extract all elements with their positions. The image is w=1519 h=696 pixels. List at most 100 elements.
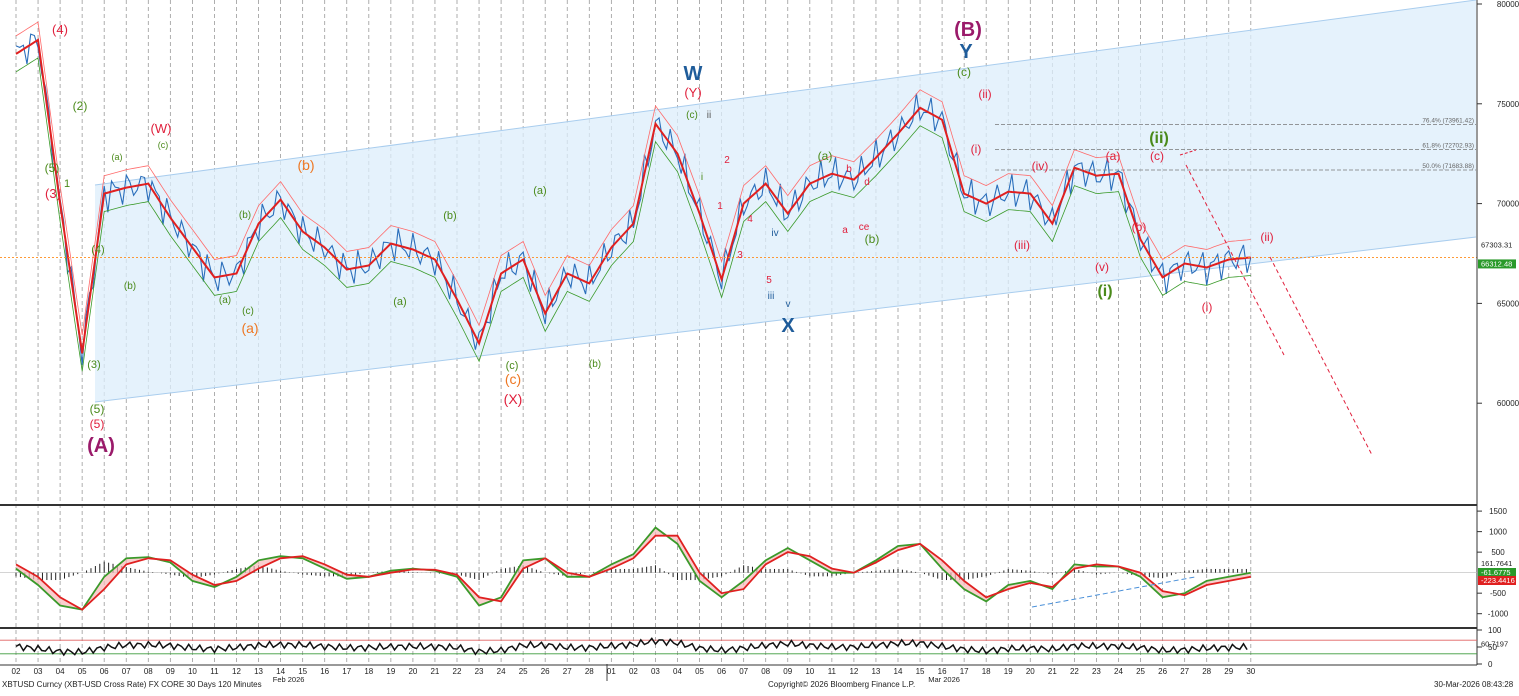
- channel-fill: [95, 0, 1476, 402]
- wave-label: (c): [686, 110, 698, 121]
- x-tick-label: 12: [232, 667, 241, 676]
- price-tag-low: 66312.48: [1481, 259, 1512, 268]
- x-tick-label: 10: [805, 667, 814, 676]
- x-tick-label: 21: [430, 667, 439, 676]
- wave-label: W: [684, 63, 703, 85]
- x-month-label: Mar 2026: [928, 675, 960, 684]
- rsi-y-tick-label: 50: [1488, 643, 1497, 652]
- wave-label: 3: [737, 250, 743, 261]
- moving-average-red: [15, 38, 1251, 354]
- wave-label: (a): [1106, 149, 1121, 163]
- x-tick-label: 12: [849, 667, 858, 676]
- y-tick-label: 70000: [1497, 200, 1519, 209]
- wave-label: (b): [865, 232, 880, 246]
- x-tick-label: 19: [1004, 667, 1013, 676]
- x-tick-label: 05: [695, 667, 704, 676]
- macd-panel: 1500 1000 500 -500 -1000 161.7641-61.6775-223…: [0, 507, 1516, 619]
- wave-label: (ii): [1260, 230, 1273, 244]
- x-tick-label: 29: [1224, 667, 1233, 676]
- projection-arrow: [1269, 256, 1373, 456]
- x-tick-label: 23: [1092, 667, 1101, 676]
- wave-label: (c): [1150, 149, 1164, 163]
- x-tick-label: 02: [12, 667, 21, 676]
- wave-label: (b): [124, 281, 136, 292]
- lower-band-line: [15, 57, 1251, 372]
- wave-label: Y: [959, 41, 973, 63]
- wave-label: (A): [87, 435, 115, 457]
- wave-label: (c): [505, 371, 521, 387]
- wave-label: i: [701, 172, 703, 183]
- footer-security-description: XBTUSD Curncy (XBT-USD Cross Rate) FX CO…: [2, 680, 262, 689]
- fib-level-label: 50.0% (71683.88): [1422, 163, 1474, 170]
- x-tick-label: 14: [894, 667, 903, 676]
- wave-label: (B): [954, 19, 982, 41]
- wave-label: X: [781, 315, 795, 337]
- x-tick-label: 10: [188, 667, 197, 676]
- x-tick-label: 07: [739, 667, 748, 676]
- x-tick-label: 14: [276, 667, 285, 676]
- wave-label: (a): [112, 152, 123, 162]
- wave-label: iii: [768, 291, 775, 302]
- wave-label: (b): [443, 210, 456, 222]
- x-tick-label: 20: [1026, 667, 1035, 676]
- x-tick-label: 04: [673, 667, 682, 676]
- projection-arrow: [1185, 164, 1285, 356]
- x-tick-label: 16: [938, 667, 947, 676]
- macd-y-tick-label: 1500: [1489, 507, 1507, 516]
- macd-y-tick-label: 500: [1491, 548, 1505, 557]
- wave-label: (iii): [1014, 238, 1030, 252]
- x-tick-label: 24: [497, 667, 506, 676]
- x-tick-label: 16: [320, 667, 329, 676]
- projection-arrow: [1179, 149, 1197, 156]
- x-tick-label: 20: [408, 667, 417, 676]
- y-tick-label: 80000: [1497, 0, 1519, 9]
- macd-y-tick-label: -500: [1490, 589, 1507, 598]
- wave-label: (3): [45, 186, 61, 201]
- wave-label: (b): [1132, 220, 1147, 234]
- x-tick-label: 07: [122, 667, 131, 676]
- x-tick-label: 17: [960, 667, 969, 676]
- x-tick-label: 27: [563, 667, 572, 676]
- wave-label: (a): [393, 296, 406, 308]
- x-tick-label: 23: [475, 667, 484, 676]
- rsi-panel: 100 50 0 60.7197: [0, 626, 1508, 669]
- wave-label: iv: [771, 228, 778, 239]
- x-tick-label: 08: [144, 667, 153, 676]
- x-tick-label: 28: [585, 667, 594, 676]
- x-tick-label: 06: [717, 667, 726, 676]
- x-tick-label: 18: [982, 667, 991, 676]
- wave-label: (c): [242, 306, 254, 317]
- rsi-y-tick-label: 0: [1488, 660, 1493, 669]
- x-tick-label: 08: [761, 667, 770, 676]
- wave-label: v: [786, 299, 791, 310]
- wave-label: (4): [52, 22, 68, 37]
- macd-y-tick-label: -1000: [1488, 610, 1509, 619]
- wave-label: (iv): [1032, 159, 1049, 173]
- x-tick-label: 26: [541, 667, 550, 676]
- wave-label: 4: [747, 214, 753, 225]
- wave-label: (c): [957, 65, 971, 79]
- y-tick-label: 65000: [1497, 299, 1519, 308]
- x-tick-label: 11: [210, 667, 219, 676]
- x-tick-label: 21: [1048, 667, 1057, 676]
- wave-labels: (4)(2)(5)(3)1(4)(b)(a)(3)(5)(5)(A)(W)(c)…: [45, 19, 1274, 457]
- price-plot: 76.4% (73961.42) 61.8% (72702.93) 50.0% (7…: [0, 21, 1477, 456]
- wave-label: (a): [219, 295, 231, 306]
- wave-label: (b): [589, 359, 601, 370]
- trend-channel: [94, 0, 1477, 403]
- x-tick-label: 09: [783, 667, 792, 676]
- footer-timestamp: 30-Mar-2026 08:43:28: [1434, 680, 1514, 689]
- wave-label: ii: [707, 110, 711, 121]
- x-tick-label: 18: [364, 667, 373, 676]
- wave-label: (ii): [978, 87, 991, 101]
- x-tick-label: 28: [1202, 667, 1211, 676]
- x-tick-label: 27: [1180, 667, 1189, 676]
- wave-label: (c): [506, 360, 519, 372]
- wave-label: (2): [73, 99, 88, 113]
- wave-label: (ii): [1149, 130, 1169, 147]
- wave-label: 1: [64, 178, 70, 190]
- divergence-line: [1031, 576, 1196, 608]
- x-tick-label: 17: [342, 667, 351, 676]
- wave-label: (i): [1202, 300, 1213, 314]
- wave-label: b: [846, 164, 852, 175]
